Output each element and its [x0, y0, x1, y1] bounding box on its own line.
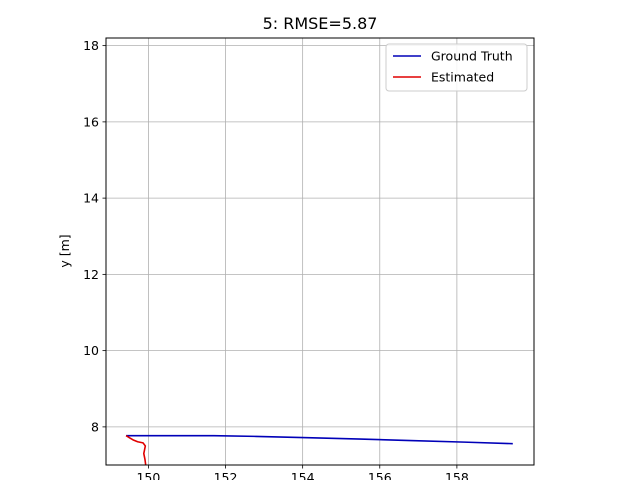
y-tick-label: 16: [83, 114, 99, 129]
x-tick-label: 152: [214, 470, 238, 480]
x-tick-label: 150: [136, 470, 160, 480]
x-tick-label: 156: [368, 470, 392, 480]
legend: Ground Truth Estimated: [385, 43, 528, 92]
chart-title: 5: RMSE=5.87: [263, 14, 378, 33]
series-line-estimated: [125, 434, 147, 465]
y-axis-label: y [m]: [57, 234, 72, 267]
legend-label-ground-truth: Ground Truth: [431, 49, 513, 64]
legend-label-estimated: Estimated: [431, 70, 494, 85]
y-tick-label: 10: [83, 343, 99, 358]
ticks: 150 152 154 156 158 8 10 12 14 16 18: [83, 38, 469, 480]
y-tick-label: 8: [91, 419, 99, 434]
grid: [106, 38, 534, 465]
plot-lines: [125, 434, 513, 465]
legend-box: [385, 43, 528, 92]
plot-frame: [105, 37, 535, 466]
series-line-ground-truth: [126, 434, 513, 445]
x-tick-label: 154: [291, 470, 315, 480]
y-tick-label: 12: [83, 267, 99, 282]
y-tick-label: 14: [83, 191, 99, 206]
x-tick-label: 158: [445, 470, 469, 480]
y-tick-label: 18: [83, 38, 99, 53]
